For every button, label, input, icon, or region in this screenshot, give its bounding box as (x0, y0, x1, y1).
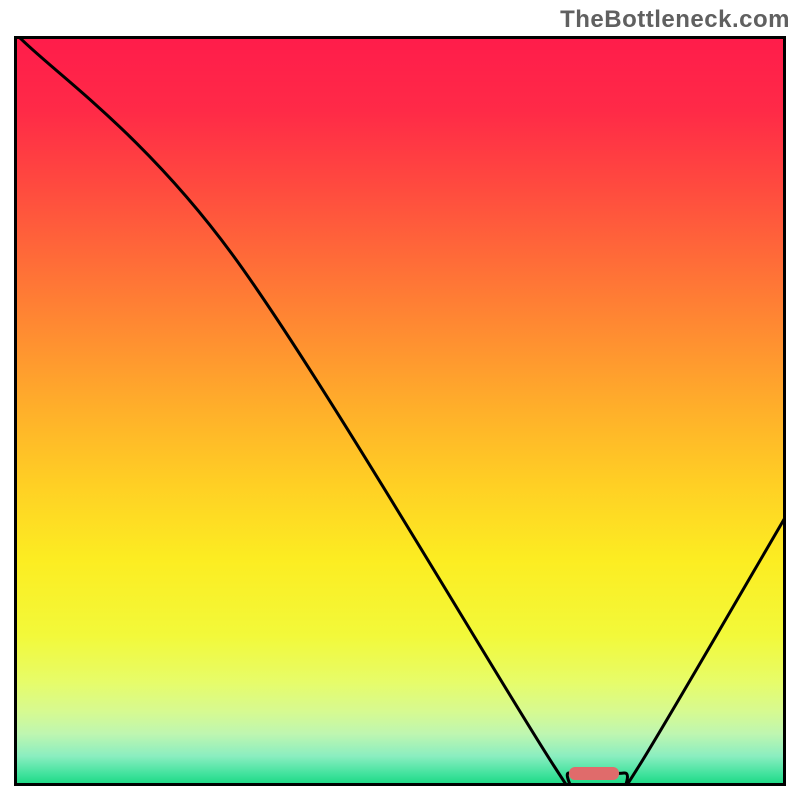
optimum-marker (569, 767, 619, 780)
plot-area (14, 36, 786, 786)
watermark-text: TheBottleneck.com (560, 6, 790, 34)
chart-container: TheBottleneck.com (0, 0, 800, 800)
plot-svg (14, 36, 786, 786)
gradient-background (14, 36, 786, 786)
